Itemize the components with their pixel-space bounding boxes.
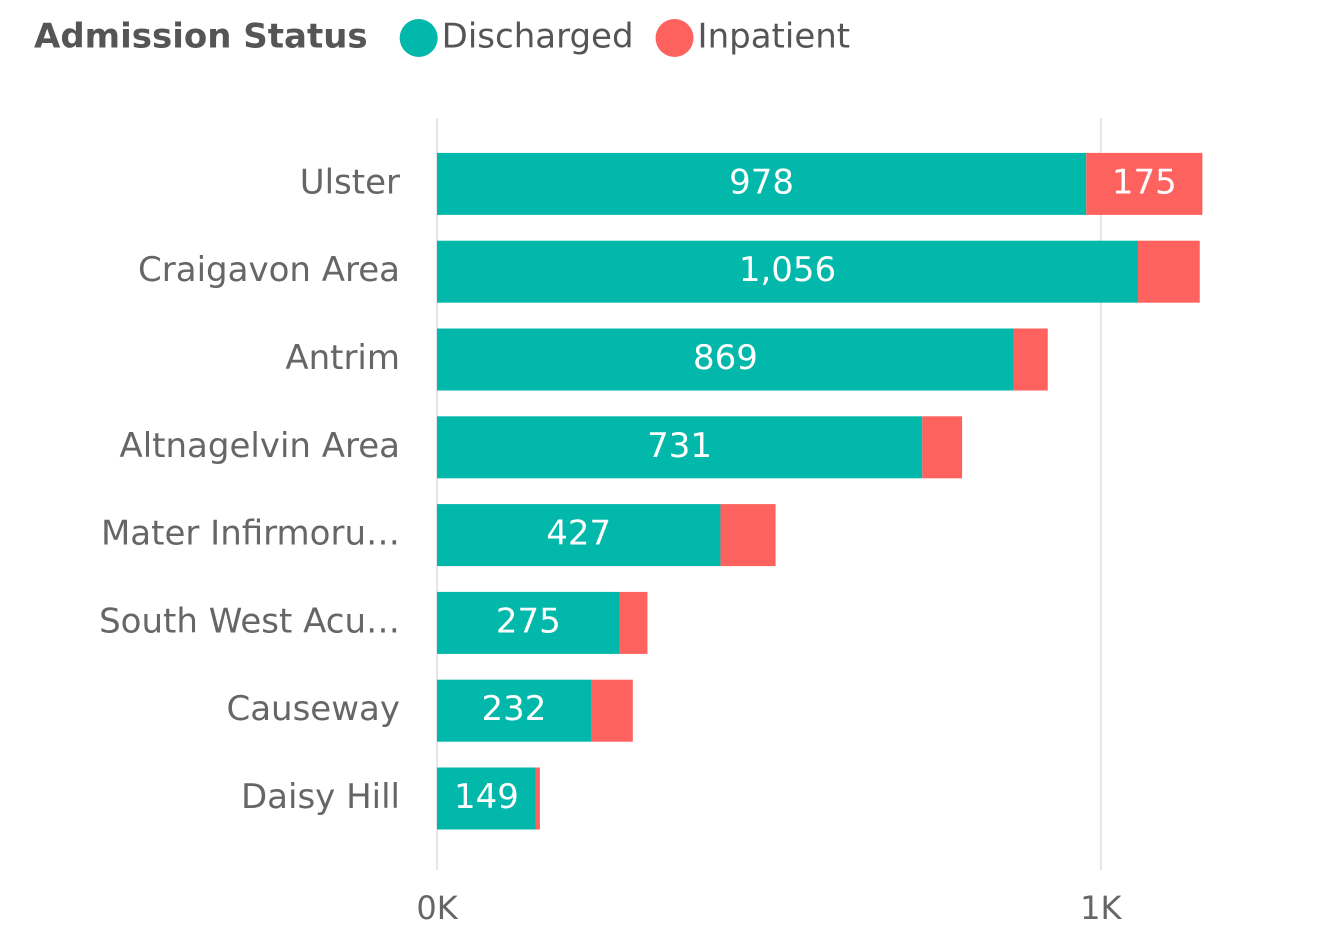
y-tick-label: South West Acu… xyxy=(99,601,400,641)
data-label: 232 xyxy=(482,689,547,729)
bar-segment xyxy=(922,416,963,479)
bar-segment xyxy=(437,240,1139,303)
data-label: 275 xyxy=(496,601,561,641)
data-label: 427 xyxy=(546,514,611,554)
y-tick-label: Craigavon Area xyxy=(138,250,400,290)
legend-label: Discharged xyxy=(442,17,634,57)
data-label: 175 xyxy=(1112,162,1177,202)
bar-segment xyxy=(437,328,1014,391)
bar-segment xyxy=(437,591,620,654)
x-tick-label: 1K xyxy=(1080,889,1122,927)
y-tick-label: Causeway xyxy=(226,689,400,729)
bar-segment xyxy=(1138,240,1200,303)
bar-segment xyxy=(437,152,1087,215)
bar-segment xyxy=(619,591,648,654)
y-tick-label: Antrim xyxy=(285,338,400,378)
legend-marker xyxy=(655,19,694,57)
y-tick-label: Altnagelvin Area xyxy=(119,426,400,466)
bar-segment xyxy=(720,504,776,567)
y-tick-label: Mater Infirmoru… xyxy=(101,514,400,554)
data-label: 869 xyxy=(693,338,758,378)
data-label: 978 xyxy=(729,162,794,202)
bar-segment xyxy=(591,679,633,742)
bar-segment xyxy=(1086,152,1203,215)
bar-segment xyxy=(437,679,592,742)
data-label: 1,056 xyxy=(739,250,836,290)
data-label: 149 xyxy=(454,777,519,817)
bar-segment xyxy=(535,767,540,830)
y-tick-label: Ulster xyxy=(300,162,400,202)
bar-segment xyxy=(1013,328,1048,391)
bar-segment xyxy=(437,504,721,567)
y-tick-label: Daisy Hill xyxy=(241,777,400,817)
x-tick-label: 0K xyxy=(416,889,458,927)
data-label: 731 xyxy=(647,426,712,466)
bar-segment xyxy=(437,767,536,830)
legend-marker xyxy=(399,19,438,57)
legend-title: Admission Status xyxy=(34,17,368,57)
bar-segment xyxy=(437,416,923,479)
legend-label: Inpatient xyxy=(698,17,851,57)
